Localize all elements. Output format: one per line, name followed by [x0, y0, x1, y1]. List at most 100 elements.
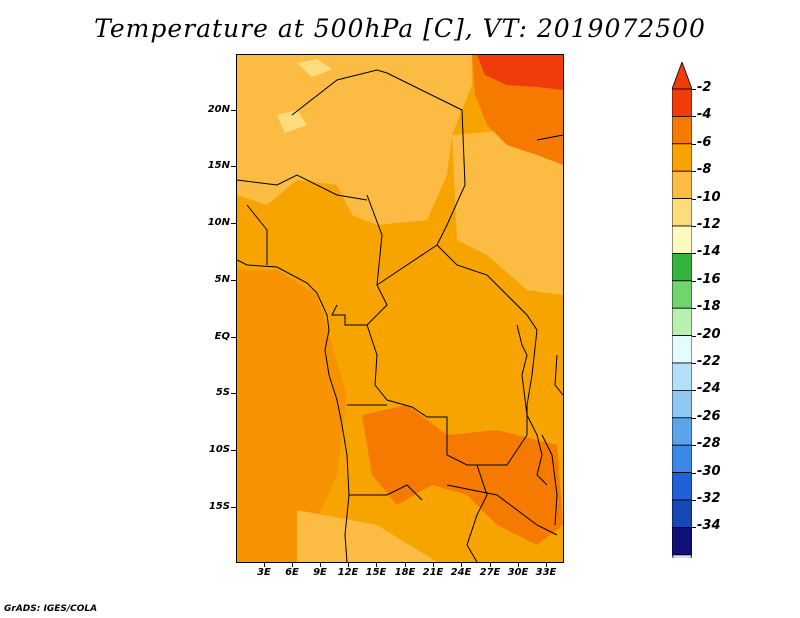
colorbar-tick	[692, 253, 696, 255]
temperature-field-pale-patch	[297, 59, 332, 77]
lat-label: 5S	[215, 387, 230, 398]
temperature-field-pale-patch	[277, 110, 307, 133]
border-line	[366, 324, 528, 466]
colorbar-label: -26	[697, 408, 721, 424]
colorbar-swatch	[671, 225, 693, 254]
colorbar-tick	[692, 308, 696, 310]
colorbar-swatch	[671, 116, 693, 145]
colorbar-label: -34	[697, 518, 721, 534]
lat-tick	[231, 450, 236, 451]
temperature-field-warm-west	[237, 270, 347, 562]
colorbar-label: -16	[697, 271, 721, 287]
lon-tick	[264, 563, 265, 567]
lon-label: 9E	[313, 567, 327, 578]
colorbar	[671, 60, 693, 583]
colorbar-label: -2	[697, 80, 712, 95]
lat-tick	[231, 223, 236, 224]
border-line	[349, 484, 423, 501]
border-line	[246, 204, 268, 265]
colorbar-label: -6	[697, 134, 712, 150]
lon-tick	[376, 563, 377, 567]
lon-label: 24E	[450, 567, 472, 578]
colorbar-top-arrow	[671, 60, 693, 90]
colorbar-label: -32	[697, 491, 721, 506]
lon-tick	[433, 563, 434, 567]
colorbar-swatch	[671, 499, 693, 528]
colorbar-tick	[692, 445, 696, 447]
colorbar-tick	[692, 116, 696, 118]
colorbar-swatch	[671, 472, 693, 501]
colorbar-label: -8	[697, 162, 712, 178]
lon-label: 27E	[479, 567, 501, 578]
colorbar-bottom-arrow	[671, 554, 693, 583]
temperature-field-light-east	[452, 125, 563, 295]
colorbar-swatch	[671, 170, 693, 199]
colorbar-swatch	[671, 417, 693, 446]
lon-label: 15E	[365, 567, 387, 578]
temperature-field-warm-south	[362, 405, 563, 545]
colorbar-label: -12	[697, 217, 721, 232]
border-line	[554, 354, 563, 396]
lat-label: 10N	[207, 217, 230, 228]
lon-tick	[348, 563, 349, 567]
colorbar-tick	[692, 171, 696, 173]
colorbar-label: -20	[697, 326, 721, 342]
temperature-field-hot-northeast	[477, 55, 563, 90]
border-line	[436, 184, 498, 286]
border-line	[496, 284, 538, 435]
colorbar-label: -28	[697, 436, 721, 452]
lat-label: 10S	[208, 444, 230, 455]
lat-label: 15N	[207, 160, 230, 171]
lon-label: 30E	[507, 567, 529, 578]
map-title: Temperature at 500hPa [C], VT: 201907250…	[94, 14, 706, 43]
border-line	[291, 69, 466, 186]
colorbar-label: -4	[697, 107, 712, 123]
colorbar-swatch	[671, 526, 693, 556]
colorbar-swatch	[671, 389, 693, 419]
border-line	[446, 484, 558, 536]
colorbar-tick	[692, 198, 696, 200]
lon-label: 6E	[285, 567, 299, 578]
lat-tick	[231, 393, 236, 394]
colorbar-label: -14	[697, 244, 721, 260]
colorbar-label: -10	[697, 189, 721, 205]
lake-outline	[516, 324, 548, 486]
lat-label: EQ	[214, 331, 230, 342]
lon-tick	[546, 563, 547, 567]
lon-label: 12E	[337, 567, 359, 578]
border-line	[331, 304, 378, 326]
border-line	[237, 174, 368, 201]
colorbar-swatch	[671, 362, 693, 391]
colorbar-label: -22	[697, 354, 721, 369]
lon-tick	[405, 563, 406, 567]
lat-tick	[231, 507, 236, 508]
credit-text: GrADS: IGES/COLA	[4, 604, 98, 614]
colorbar-tick	[692, 143, 696, 145]
colorbar-swatch	[671, 280, 693, 309]
colorbar-swatch	[671, 307, 693, 336]
lat-tick	[231, 166, 236, 167]
colorbar-tick	[692, 500, 696, 501]
colorbar-tick	[692, 417, 696, 419]
lat-tick	[231, 110, 236, 111]
border-line	[466, 464, 488, 562]
lon-tick	[292, 563, 293, 567]
colorbar-swatch	[671, 252, 693, 282]
map-plot-area	[237, 55, 563, 562]
lon-label: 3E	[257, 567, 271, 578]
temperature-map	[236, 54, 564, 563]
colorbar-tick	[692, 390, 696, 392]
colorbar-label: -18	[697, 299, 721, 315]
lon-label: 21E	[422, 567, 444, 578]
colorbar-swatch	[671, 444, 693, 474]
lon-tick	[320, 563, 321, 567]
lat-label: 20N	[207, 104, 230, 115]
lon-tick	[518, 563, 519, 567]
lat-label: 5N	[214, 274, 230, 285]
lat-tick	[231, 337, 236, 338]
colorbar-tick	[692, 280, 696, 282]
border-line	[536, 134, 563, 141]
colorbar-tick	[692, 89, 696, 90]
temperature-field-light-southwest	[297, 510, 437, 562]
colorbar-label: -30	[697, 463, 721, 479]
